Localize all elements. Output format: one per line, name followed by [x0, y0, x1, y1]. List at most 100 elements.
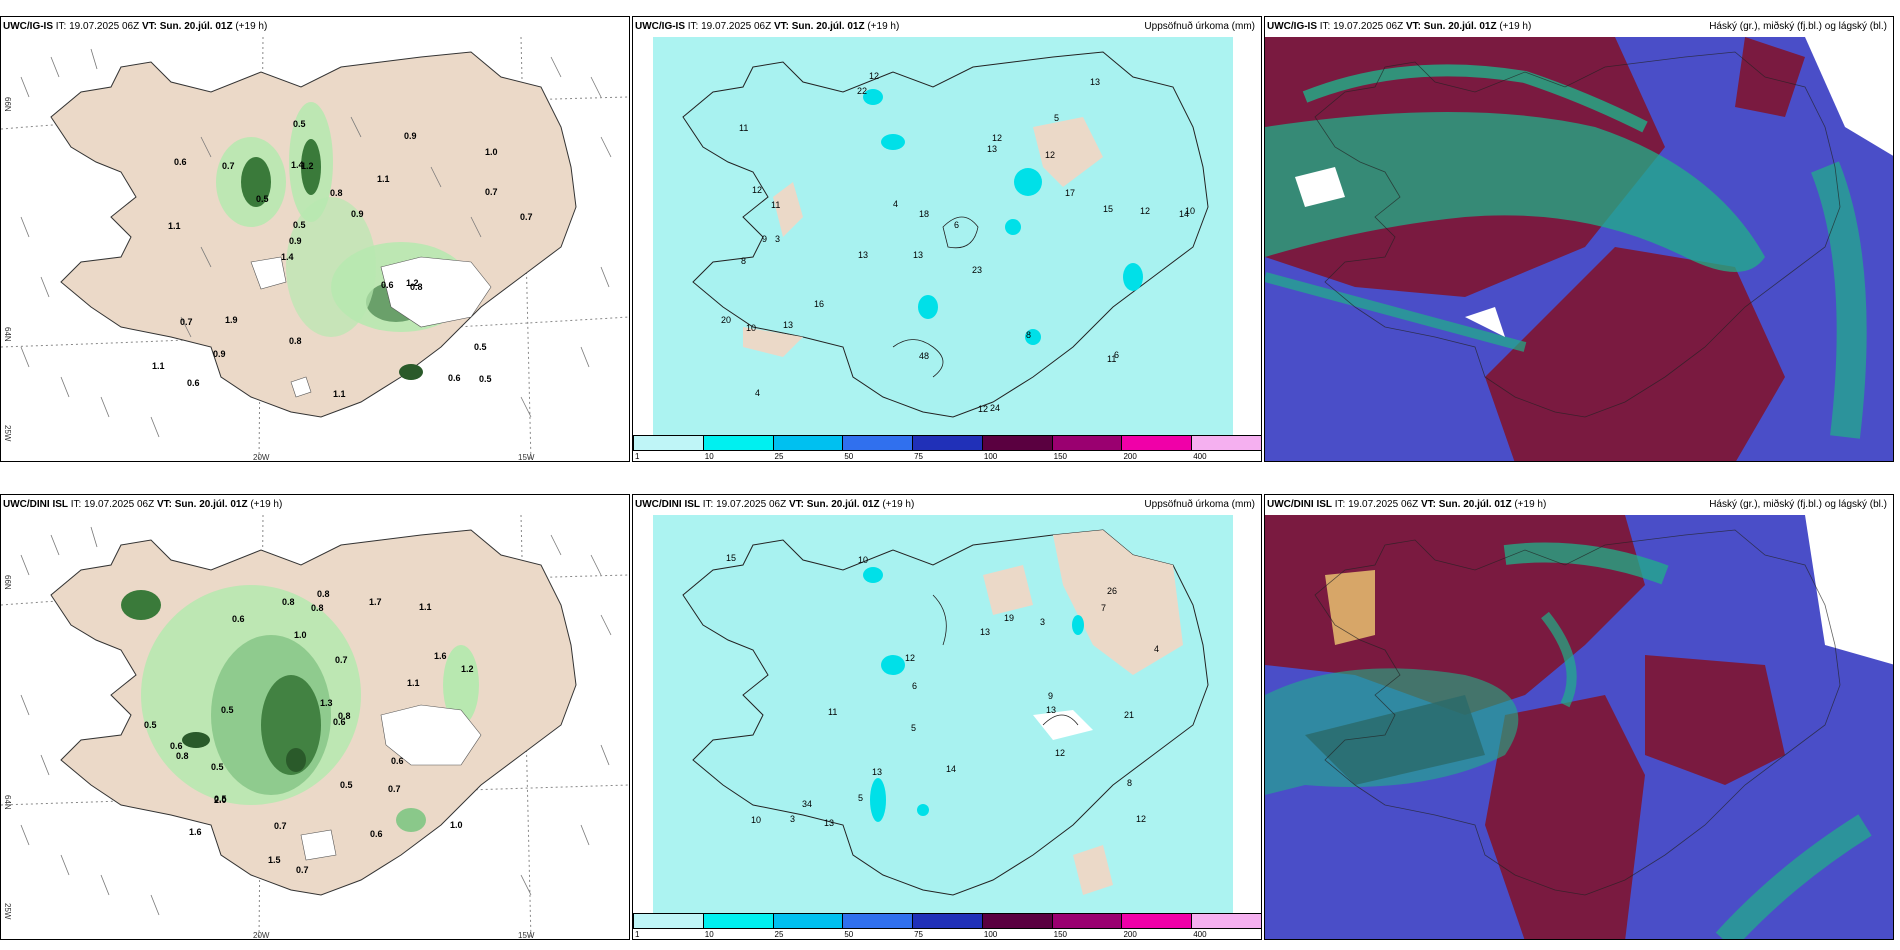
legend-tick: 25 [774, 930, 784, 939]
value-label: 3 [775, 234, 781, 244]
legend-tick: 150 [1053, 930, 1068, 939]
wind-barbs [20, 48, 612, 438]
legend-swatch [981, 913, 1053, 929]
lat-label: 25W [3, 903, 12, 920]
panel-header: UWC/DINI ISL IT: 19.07.2025 06Z VT: Sun.… [1, 499, 629, 515]
value-label: 24 [990, 403, 1001, 413]
lead-time: (+19 h) [1514, 499, 1547, 510]
vt-value: Sun. 20.júl. 01Z [791, 21, 865, 32]
value-label: 12 [1136, 814, 1147, 824]
legend-swatch [842, 913, 914, 929]
value-label: 10 [858, 555, 869, 565]
value-label: 1.1 [377, 174, 390, 184]
value-label: 15 [726, 553, 737, 563]
legend-swatch [633, 435, 704, 451]
value-label: 20 [721, 315, 732, 325]
panel-title: Uppsöfnuð úrkoma (mm) [1144, 21, 1255, 32]
vt-label: VT: [141, 21, 157, 32]
value-label: 0.5 [214, 794, 227, 804]
value-label: 19 [1004, 613, 1015, 623]
map-svg [1265, 37, 1893, 461]
value-label: 0.6 [232, 614, 245, 624]
panel-header: UWC/IG-IS IT: 19.07.2025 06Z VT: Sun. 20… [1265, 21, 1893, 37]
vt-value: Sun. 20.júl. 01Z [1423, 21, 1497, 32]
panel-header: UWC/IG-IS IT: 19.07.2025 06Z VT: Sun. 20… [633, 21, 1261, 37]
value-label: 0.5 [293, 220, 306, 230]
value-label: 0.7 [274, 821, 287, 831]
legend-swatch [702, 913, 774, 929]
it-label: IT: [1334, 499, 1346, 510]
legend-tick: 200 [1123, 930, 1137, 939]
vt-label: VT: [156, 499, 172, 510]
value-label: 1.2 [461, 664, 474, 674]
value-label: 0.7 [485, 187, 498, 197]
value-label: 22 [857, 86, 868, 96]
lead-time: (+19 h) [867, 21, 900, 32]
legend-tick: 75 [914, 452, 924, 461]
value-label: 5 [858, 793, 864, 803]
value-label: 11 [771, 200, 781, 210]
legend-tick: 1 [635, 452, 640, 461]
legend-swatch [772, 913, 844, 929]
map-svg [1, 514, 629, 939]
value-label: 34 [802, 799, 813, 809]
value-label: 3 [790, 814, 796, 824]
precip-panel-top: UWC/IG-IS IT: 19.07.2025 06Z VT: Sun. 20… [632, 16, 1262, 462]
value-label: 0.9 [404, 131, 417, 141]
model-name: UWC/IG-IS [635, 21, 685, 32]
value-label: 0.6 [174, 157, 187, 167]
value-label: 15 [1103, 204, 1114, 214]
vt-label: VT: [788, 499, 804, 510]
model-name: UWC/DINI ISL [3, 499, 68, 510]
value-label: 2.0 [214, 795, 227, 805]
value-label: 1.6 [189, 827, 202, 837]
value-label: 1.1 [333, 389, 346, 399]
it-label: IT: [55, 21, 67, 32]
value-label: 0.5 [293, 119, 306, 129]
lat-label: 66N [3, 575, 12, 590]
value-label: 1.0 [450, 820, 463, 830]
value-label: 6 [912, 681, 918, 691]
value-label: 0.7 [180, 317, 193, 327]
panel-title: Háský (gr.), miðský (fj.bl.) og lágský (… [1709, 21, 1887, 32]
legend-tick: 100 [983, 930, 998, 939]
panel-title: Uppsöfnuð úrkoma (mm) [1144, 499, 1255, 510]
legend-swatch [1121, 913, 1193, 929]
value-label: 1.1 [419, 602, 432, 612]
legend-swatch [912, 435, 983, 451]
value-label: 14 [1179, 209, 1190, 219]
it-value: 19.07.2025 06Z [716, 499, 787, 510]
value-label: 0.6 [381, 280, 394, 290]
value-label: 0.7 [335, 655, 348, 665]
legend-swatch [912, 913, 983, 929]
value-label: 0.8 [410, 282, 423, 292]
precip-legend: 1 10 25 50 75 100 150 200 400 [633, 913, 1261, 939]
value-label: 18 [919, 209, 930, 219]
value-label: 0.6 [391, 756, 404, 766]
model-name: UWC/DINI ISL [1267, 499, 1332, 510]
value-label: 0.5 [221, 705, 234, 715]
vt-label: VT: [1420, 499, 1436, 510]
value-label: 12 [978, 404, 989, 414]
value-label: 0.8 [176, 751, 189, 761]
value-label: 1.5 [268, 855, 281, 865]
value-label: 0.6 [370, 829, 383, 839]
model-name: UWC/IG-IS [3, 21, 53, 32]
value-label: 23 [972, 265, 983, 275]
value-label: 4 [755, 388, 761, 398]
legend-tick: 10 [704, 930, 714, 939]
cloud-panel-bottom: UWC/DINI ISL IT: 19.07.2025 06Z VT: Sun.… [1264, 494, 1894, 940]
lon-label: 15W [518, 931, 535, 940]
value-label: 0.8 [289, 336, 302, 346]
value-label: 8 [741, 256, 747, 266]
lat-label: 64N [3, 795, 12, 810]
legend-swatch [981, 435, 1053, 451]
lead-time: (+19 h) [882, 499, 915, 510]
map-svg [1265, 515, 1893, 939]
wind-panel-top: UWC/IG-IS IT: 19.07.2025 06Z VT: Sun. 20… [0, 16, 630, 462]
model-name: UWC/DINI ISL [635, 499, 700, 510]
value-label: 0.8 [317, 589, 330, 599]
value-label: 1.6 [434, 651, 447, 661]
value-label: 0.5 [144, 720, 157, 730]
legend-swatch [842, 435, 914, 451]
